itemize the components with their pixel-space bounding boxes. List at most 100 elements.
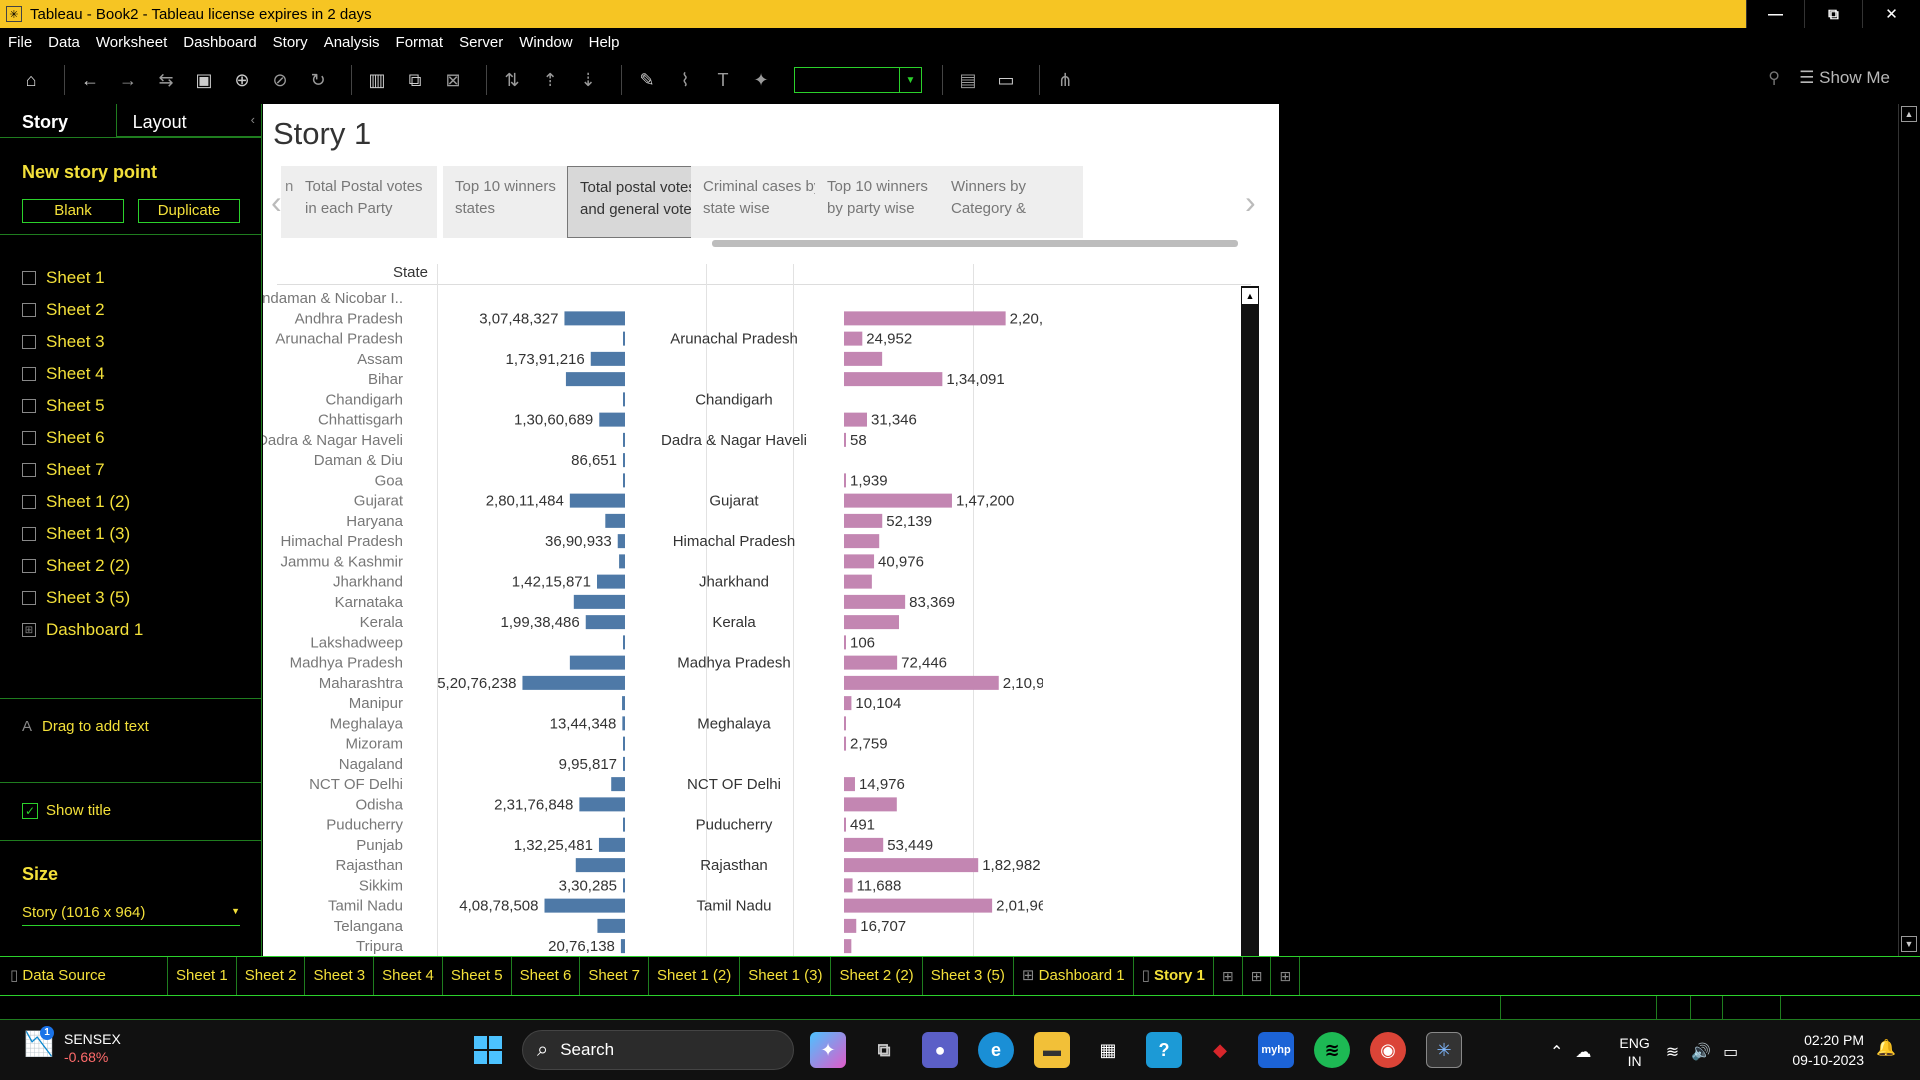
maximize-button[interactable]: ⧉	[1804, 0, 1862, 28]
sensex-widget[interactable]: 📉 1 SENSEX -0.68%	[24, 1026, 121, 1066]
wifi-icon[interactable]: ≋	[1665, 1044, 1680, 1061]
new-worksheet-tab-icon[interactable]: ⊞	[1214, 957, 1243, 995]
swap-rows-columns-icon[interactable]: ⇅	[504, 69, 520, 90]
next-story-point-icon[interactable]: ›	[1245, 184, 1256, 220]
file-explorer-icon[interactable]: ▬	[1034, 1032, 1070, 1068]
refresh-icon[interactable]: ↻	[310, 69, 326, 90]
pause-updates-icon[interactable]: ⊘	[272, 69, 288, 90]
sheet-tab[interactable]: Sheet 2 (2)	[831, 957, 923, 995]
save-icon[interactable]: ▣	[195, 69, 213, 90]
sidebar-sheet-item[interactable]: Sheet 3	[22, 326, 143, 358]
redo-icon[interactable]: →	[119, 69, 137, 90]
story-point-tab[interactable]: Total Postal votes in each Party	[293, 166, 441, 238]
sheet-tab[interactable]: Sheet 4	[374, 957, 443, 995]
get-help-icon[interactable]: ?	[1146, 1032, 1182, 1068]
sidebar-sheet-item[interactable]: Sheet 1 (2)	[22, 486, 143, 518]
undo-icon[interactable]: ←	[81, 69, 99, 90]
onedrive-icon[interactable]: ☁	[1575, 1044, 1592, 1061]
tab-layout[interactable]: Layout ‹	[115, 104, 261, 137]
window-vertical-scrollbar[interactable]: ▲ ▼	[1898, 104, 1920, 956]
menu-help[interactable]: Help	[588, 33, 620, 51]
volume-icon[interactable]: 🔊	[1691, 1044, 1712, 1061]
menu-story[interactable]: Story	[272, 33, 308, 51]
pin-icon[interactable]: ⚲	[1768, 70, 1780, 87]
size-dropdown[interactable]: Story (1016 x 964) ▼	[22, 904, 240, 926]
sheet-tab[interactable]: Sheet 6	[512, 957, 581, 995]
sidebar-sheet-item[interactable]: Sheet 1	[22, 262, 143, 294]
blank-button[interactable]: Blank	[22, 199, 124, 223]
sidebar-sheet-item[interactable]: Sheet 7	[22, 454, 143, 486]
share-icon[interactable]: ⋔	[1057, 69, 1073, 90]
sheet-tab[interactable]: Sheet 3 (5)	[923, 957, 1014, 995]
menu-worksheet[interactable]: Worksheet	[95, 33, 168, 51]
group-members-icon[interactable]: ⌇	[680, 69, 690, 90]
scroll-up-icon[interactable]: ▲	[1242, 288, 1258, 304]
sidebar-sheet-item[interactable]: Sheet 5	[22, 390, 143, 422]
duplicate-sheet-icon[interactable]: ⧉	[408, 69, 422, 90]
scroll-down-icon[interactable]: ▼	[1901, 936, 1917, 952]
drag-to-add-text[interactable]: A Drag to add text	[22, 718, 149, 735]
data-source-tab[interactable]: ▯ Data Source	[0, 957, 168, 995]
sheet-tab[interactable]: Sheet 5	[443, 957, 512, 995]
home-icon[interactable]: ⌂	[25, 69, 37, 90]
taskbar-search[interactable]: ⌕ Search	[522, 1030, 794, 1070]
menu-data[interactable]: Data	[48, 33, 80, 51]
language-indicator[interactable]: ENG IN	[1619, 1034, 1649, 1070]
close-button[interactable]: ✕	[1862, 0, 1920, 28]
menu-format[interactable]: Format	[395, 33, 444, 51]
story-points-scrollbar[interactable]	[712, 240, 1238, 247]
menu-analysis[interactable]: Analysis	[323, 33, 380, 51]
system-clock[interactable]: 02:20 PM 09-10-2023	[1786, 1030, 1864, 1070]
menu-dashboard[interactable]: Dashboard	[183, 33, 257, 51]
sidebar-sheet-item[interactable]: Sheet 3 (5)	[22, 582, 143, 614]
presentation-mode-icon[interactable]: ▭	[997, 69, 1015, 90]
minimize-button[interactable]: —	[1746, 0, 1804, 28]
story-point-tab[interactable]: Top 10 winners by party wise	[815, 166, 963, 238]
previous-story-point-icon[interactable]: ‹	[271, 184, 282, 220]
teams-chat-icon[interactable]: ●	[922, 1032, 958, 1068]
sheet-tab[interactable]: Sheet 7	[580, 957, 650, 995]
new-dashboard-tab-icon[interactable]: ⊞	[1243, 957, 1272, 995]
new-data-source-icon[interactable]: ⊕	[234, 69, 250, 90]
sidebar-sheet-item[interactable]: Sheet 4	[22, 358, 143, 390]
sheet-tab[interactable]: Sheet 1 (3)	[740, 957, 832, 995]
tableau-taskbar-icon[interactable]: ✳	[1426, 1032, 1462, 1068]
menu-server[interactable]: Server	[459, 33, 504, 51]
show-title-toggle[interactable]: ✓ Show title	[22, 802, 111, 819]
sidebar-sheet-item[interactable]: ⊞ Dashboard 1	[22, 614, 143, 646]
sort-descending-icon[interactable]: ⇣	[580, 69, 596, 90]
collapse-icon[interactable]: ‹	[250, 112, 255, 127]
menu-window[interactable]: Window	[519, 33, 573, 51]
duplicate-button[interactable]: Duplicate	[138, 199, 240, 223]
windows-start-icon[interactable]	[474, 1036, 502, 1064]
sidebar-sheet-item[interactable]: Sheet 6	[22, 422, 143, 454]
sidebar-sheet-item[interactable]: Sheet 2 (2)	[22, 550, 143, 582]
new-worksheet-icon[interactable]: ▥	[368, 69, 386, 90]
task-view-icon[interactable]: ⧉	[877, 1039, 891, 1060]
checkbox-checked-icon[interactable]: ✓	[22, 802, 38, 819]
highlight-icon[interactable]: ✎	[639, 69, 655, 90]
chart-vertical-scrollbar[interactable]: ▲	[1241, 286, 1259, 956]
show-mark-labels-icon[interactable]: T	[717, 69, 729, 90]
sheet-tab[interactable]: Sheet 1	[168, 957, 237, 995]
microsoft-store-icon[interactable]: ▦	[1099, 1039, 1117, 1060]
tab-story[interactable]: Story	[22, 112, 69, 132]
new-story-tab-icon[interactable]: ⊞	[1271, 957, 1301, 995]
sidebar-sheet-item[interactable]: Sheet 2	[22, 294, 143, 326]
spotify-icon[interactable]: ≋	[1314, 1032, 1350, 1068]
battery-icon[interactable]: ▭	[1723, 1044, 1739, 1061]
replace-data-icon[interactable]: ⇆	[158, 69, 174, 90]
tab-story-1-active[interactable]: ▯ Story 1	[1134, 957, 1214, 995]
mcafee-icon[interactable]: ◆	[1213, 1039, 1227, 1060]
show-cards-icon[interactable]: ▤	[959, 69, 977, 90]
sidebar-sheet-item[interactable]: Sheet 1 (3)	[22, 518, 143, 550]
clear-sheet-icon[interactable]: ⊠	[445, 69, 461, 90]
show-me-button[interactable]: ☰ Show Me	[1799, 68, 1890, 88]
story-point-tab-active[interactable]: Total postal votes and general votes	[567, 166, 715, 238]
chrome-icon[interactable]: ◉	[1370, 1032, 1406, 1068]
fit-dropdown[interactable]: ▼	[794, 67, 922, 93]
myhp-icon[interactable]: myhp	[1258, 1032, 1294, 1068]
sheet-tab[interactable]: Sheet 2	[237, 957, 306, 995]
sheet-tab[interactable]: ⊞ Dashboard 1	[1014, 957, 1134, 995]
scroll-up-icon[interactable]: ▲	[1901, 106, 1917, 122]
